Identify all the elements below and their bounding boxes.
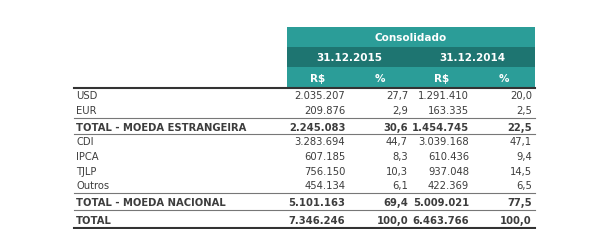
Text: 454.134: 454.134: [304, 181, 345, 191]
Text: 6,5: 6,5: [516, 181, 532, 191]
Text: 14,5: 14,5: [510, 166, 532, 176]
Bar: [287, 68, 349, 88]
Text: 20,0: 20,0: [510, 91, 532, 101]
Text: %: %: [375, 73, 385, 83]
Bar: [287, 48, 411, 68]
Bar: [473, 68, 535, 88]
Text: 163.335: 163.335: [428, 105, 469, 115]
Text: Consolidado: Consolidado: [375, 33, 447, 43]
Text: 937.048: 937.048: [428, 166, 469, 176]
Text: 3.039.168: 3.039.168: [418, 137, 469, 147]
Text: 69,4: 69,4: [383, 197, 408, 207]
Text: 31.12.2015: 31.12.2015: [316, 53, 382, 63]
Text: %: %: [498, 73, 509, 83]
Text: 27,7: 27,7: [386, 91, 408, 101]
Text: R$: R$: [310, 73, 326, 83]
Text: 31.12.2014: 31.12.2014: [440, 53, 505, 63]
Text: 1.291.410: 1.291.410: [418, 91, 469, 101]
Text: TOTAL: TOTAL: [76, 215, 112, 225]
Text: 1.454.745: 1.454.745: [412, 122, 469, 132]
Text: TOTAL - MOEDA NACIONAL: TOTAL - MOEDA NACIONAL: [76, 197, 226, 207]
Text: Outros: Outros: [76, 181, 109, 191]
Text: 100,0: 100,0: [377, 215, 408, 225]
Text: 2.245.083: 2.245.083: [289, 122, 345, 132]
Text: 8,3: 8,3: [393, 151, 408, 161]
Text: 47,1: 47,1: [510, 137, 532, 147]
Text: IPCA: IPCA: [76, 151, 99, 161]
Text: 607.185: 607.185: [304, 151, 345, 161]
Text: 3.283.694: 3.283.694: [295, 137, 345, 147]
Bar: [287, 27, 535, 48]
Text: 610.436: 610.436: [428, 151, 469, 161]
Text: 2,5: 2,5: [516, 105, 532, 115]
Text: 5.009.021: 5.009.021: [413, 197, 469, 207]
Text: 30,6: 30,6: [383, 122, 408, 132]
Bar: [349, 68, 411, 88]
Text: 756.150: 756.150: [304, 166, 345, 176]
Text: TJLP: TJLP: [76, 166, 96, 176]
Bar: [411, 48, 535, 68]
Text: 422.369: 422.369: [428, 181, 469, 191]
Text: 6.463.766: 6.463.766: [412, 215, 469, 225]
Text: 44,7: 44,7: [386, 137, 408, 147]
Text: 2,9: 2,9: [392, 105, 408, 115]
Text: 7.346.246: 7.346.246: [289, 215, 345, 225]
Text: 9,4: 9,4: [516, 151, 532, 161]
Text: EUR: EUR: [76, 105, 97, 115]
Text: 22,5: 22,5: [507, 122, 532, 132]
Bar: [411, 68, 473, 88]
Text: 2.035.207: 2.035.207: [295, 91, 345, 101]
Text: 209.876: 209.876: [304, 105, 345, 115]
Text: 100,0: 100,0: [500, 215, 532, 225]
Text: R$: R$: [434, 73, 449, 83]
Text: USD: USD: [76, 91, 97, 101]
Text: 6,1: 6,1: [392, 181, 408, 191]
Text: 77,5: 77,5: [507, 197, 532, 207]
Text: 10,3: 10,3: [386, 166, 408, 176]
Text: TOTAL - MOEDA ESTRANGEIRA: TOTAL - MOEDA ESTRANGEIRA: [76, 122, 247, 132]
Text: CDI: CDI: [76, 137, 94, 147]
Text: 5.101.163: 5.101.163: [288, 197, 345, 207]
